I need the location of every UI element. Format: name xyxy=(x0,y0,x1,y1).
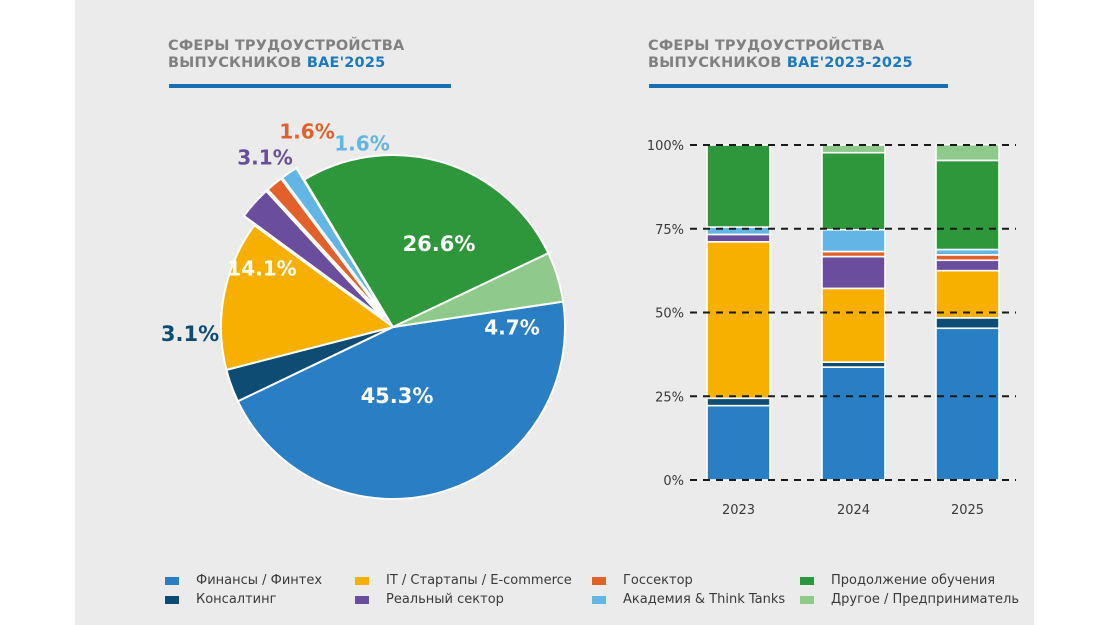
legend-label-gov: Госсектор xyxy=(623,573,693,588)
pie-label-real: 3.1% xyxy=(237,146,292,170)
bar-segment-2024-study xyxy=(821,151,886,231)
y-tick-label-50: 50% xyxy=(655,307,684,322)
legend-swatch-real xyxy=(355,595,369,604)
bar-segment-2025-real xyxy=(935,259,1000,272)
legend-label-real: Реальный сектор xyxy=(386,592,504,607)
bar-segment-2023-study xyxy=(706,144,771,228)
pie-slice-other xyxy=(392,251,565,328)
pie-slice-it xyxy=(220,223,396,372)
legend-label-study: Продолжение обучения xyxy=(831,573,996,588)
pie-title-accent: ВАЕ'2025 xyxy=(306,55,386,71)
pie-title-line2: ВЫПУСКНИКОВ ВАЕ'2025 xyxy=(168,55,404,72)
bar-segment-2024-academia xyxy=(821,228,886,253)
pie-title-prefix: ВЫПУСКНИКОВ xyxy=(168,55,307,71)
pie-chart-title: СФЕРЫ ТРУДОУСТРОЙСТВА ВЫПУСКНИКОВ ВАЕ'20… xyxy=(168,38,404,72)
legend-swatch-consulting xyxy=(165,595,179,604)
legend-swatch-other xyxy=(800,595,814,604)
y-tick-label-0: 0% xyxy=(663,474,684,489)
legend: Финансы / Финтех Консалтинг IT / Стартапы … xyxy=(165,573,1045,613)
pie-label-finance: 45.3% xyxy=(361,384,434,408)
legend-item-other: Другое / Предприниматель xyxy=(800,592,1019,607)
legend-swatch-academia xyxy=(592,595,606,604)
pie-slice-study xyxy=(302,154,550,329)
x-tick-label-2024: 2024 xyxy=(837,503,870,518)
bar-segment-2024-finance xyxy=(821,366,886,481)
pie-slice-real xyxy=(242,189,384,319)
pie-slice-academia xyxy=(280,166,387,316)
pie-label-other: 4.7% xyxy=(484,316,539,340)
bar-segment-2024-other xyxy=(821,144,886,154)
bar-segment-2024-it xyxy=(821,287,886,363)
bar-segment-2024-real xyxy=(821,255,886,290)
legend-item-real: Реальный сектор xyxy=(355,592,504,607)
legend-label-other: Другое / Предприниматель xyxy=(831,592,1020,607)
bar-title-line2: ВЫПУСКНИКОВ ВАЕ'2023-2025 xyxy=(648,55,913,72)
bar-segment-2025-study xyxy=(935,159,1000,251)
legend-label-academia: Академия & Think Tanks xyxy=(623,592,786,607)
bar-title-accent: ВАЕ'2023-2025 xyxy=(786,55,913,71)
pie-label-it: 14.1% xyxy=(227,257,296,281)
bar-segment-2025-consulting xyxy=(935,317,1000,330)
legend-item-it: IT / Стартапы / E-commerce xyxy=(355,573,572,588)
pie-label-gov: 1.6% xyxy=(279,120,334,144)
legend-swatch-finance xyxy=(165,576,179,585)
bar-segment-2023-finance xyxy=(706,404,771,481)
legend-label-finance: Финансы / Финтех xyxy=(196,573,323,588)
legend-label-consulting: Консалтинг xyxy=(196,592,277,607)
y-tick-label-100: 100% xyxy=(647,139,684,154)
pie-slice-gov xyxy=(266,177,385,317)
bar-segment-2025-academia xyxy=(935,248,1000,256)
pie-slice-finance xyxy=(236,300,566,500)
legend-item-finance: Финансы / Финтех xyxy=(165,573,322,588)
legend-item-study: Продолжение обучения xyxy=(800,573,995,588)
bar-title-line1: СФЕРЫ ТРУДОУСТРОЙСТВА xyxy=(648,38,885,54)
bar-segment-2023-it xyxy=(706,241,771,400)
legend-item-gov: Госсектор xyxy=(592,573,693,588)
bar-title-prefix: ВЫПУСКНИКОВ xyxy=(648,55,787,71)
bar-segment-2025-it xyxy=(935,269,1000,319)
bar-chart-title: СФЕРЫ ТРУДОУСТРОЙСТВА ВЫПУСКНИКОВ ВАЕ'20… xyxy=(648,38,913,72)
legend-label-it: IT / Стартапы / E-commerce xyxy=(386,573,572,588)
x-tick-label-2023: 2023 xyxy=(722,503,755,518)
bar-segment-2025-gov xyxy=(935,254,1000,262)
bar-segment-2023-real xyxy=(706,233,771,243)
bar-title-rule xyxy=(649,84,948,88)
pie-label-study: 26.6% xyxy=(403,232,476,256)
bar-segment-2025-other xyxy=(935,143,1000,162)
y-tick-label-75: 75% xyxy=(655,223,684,238)
legend-item-academia: Академия & Think Tanks xyxy=(592,592,785,607)
legend-swatch-study xyxy=(800,576,814,585)
pie-label-academia: 1.6% xyxy=(334,132,389,156)
legend-item-consulting: Консалтинг xyxy=(165,592,276,607)
pie-title-line1: СФЕРЫ ТРУДОУСТРОЙСТВА xyxy=(168,38,405,54)
y-tick-label-25: 25% xyxy=(655,390,684,405)
pie-title-rule xyxy=(169,84,451,88)
legend-swatch-it xyxy=(355,576,369,585)
legend-swatch-gov xyxy=(592,576,606,585)
bar-segment-2025-finance xyxy=(935,327,1000,481)
pie-label-consulting: 3.1% xyxy=(161,322,219,346)
x-tick-label-2025: 2025 xyxy=(951,503,984,518)
bar-segment-2023-consulting xyxy=(706,397,771,407)
